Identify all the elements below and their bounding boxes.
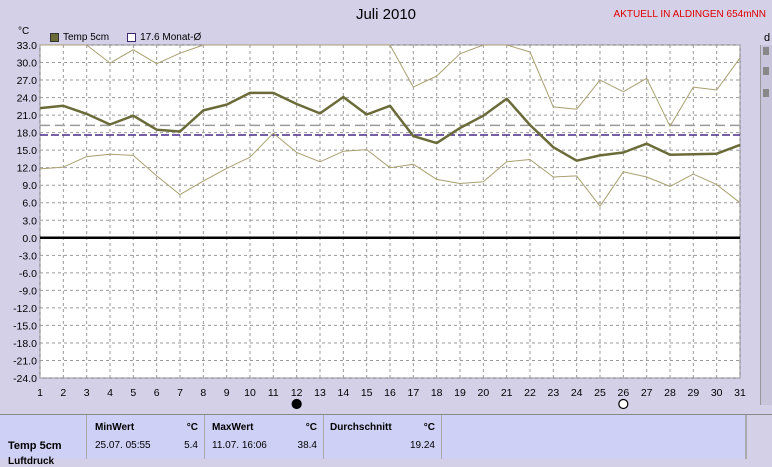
y-tick-label: -18.0 (13, 338, 37, 350)
x-tick-label: 3 (84, 387, 90, 399)
right-panel-tick (763, 67, 769, 75)
y-tick-label: 21.0 (17, 110, 38, 122)
x-tick-label: 9 (224, 387, 230, 399)
y-tick-label: 12.0 (17, 163, 38, 175)
x-tick-label: 20 (477, 387, 489, 399)
x-tick-label: 31 (734, 387, 746, 399)
y-tick-label: 0.0 (22, 233, 37, 245)
x-tick-label: 30 (711, 387, 723, 399)
y-tick-label: 30.0 (17, 58, 38, 70)
right-panel-tick (763, 47, 769, 55)
stats-max-head: MaxWert (212, 422, 254, 433)
stats-max-cell: MaxWert °C 11.07. 16:06 38.4 (205, 415, 324, 459)
x-tick-label: 18 (431, 387, 443, 399)
new-moon-icon (292, 400, 301, 409)
stats-avg-value: 19.24 (410, 440, 435, 451)
x-tick-label: 22 (524, 387, 536, 399)
x-tick-label: 10 (244, 387, 256, 399)
chart-canvas: 33.030.027.024.021.018.015.012.09.06.03.… (0, 0, 772, 412)
x-tick-label: 28 (664, 387, 676, 399)
x-tick-label: 14 (337, 387, 349, 399)
y-tick-label: 18.0 (17, 128, 38, 140)
x-tick-label: 21 (501, 387, 513, 399)
stats-min-time: 25.07. 05:55 (95, 440, 151, 451)
y-tick-label: -12.0 (13, 303, 37, 315)
x-tick-label: 15 (361, 387, 373, 399)
stats-row-label: Temp 5cm (8, 440, 62, 452)
y-tick-label: 24.0 (17, 93, 38, 105)
x-tick-label: 29 (687, 387, 699, 399)
y-tick-label: 6.0 (22, 198, 37, 210)
x-tick-label: 11 (268, 387, 279, 399)
stats-max-time: 11.07. 16:06 (212, 440, 267, 451)
y-tick-label: -3.0 (19, 250, 37, 262)
y-tick-label: -21.0 (13, 355, 37, 367)
stats-min-cell: MinWert °C 25.07. 05:55 5.4 (87, 415, 205, 459)
y-tick-label: -15.0 (13, 320, 37, 332)
x-tick-label: 12 (291, 387, 303, 399)
right-scroll-panel[interactable] (760, 45, 772, 405)
stats-row-label-cell: Temp 5cm Luftdruck (0, 415, 87, 459)
stats-panel: Temp 5cm Luftdruck MinWert °C 25.07. 05:… (0, 414, 772, 459)
x-tick-label: 5 (130, 387, 136, 399)
stats-scroll-area[interactable] (746, 415, 772, 459)
x-tick-label: 13 (314, 387, 326, 399)
x-tick-label: 1 (37, 387, 43, 399)
stats-min-head: MinWert (95, 422, 134, 433)
y-tick-label: 15.0 (17, 145, 38, 157)
stats-max-value: 38.4 (298, 440, 317, 451)
x-tick-label: 2 (60, 387, 66, 399)
y-tick-label: 3.0 (22, 215, 37, 227)
x-tick-label: 8 (200, 387, 206, 399)
x-tick-label: 23 (547, 387, 559, 399)
y-tick-label: 9.0 (22, 180, 37, 192)
x-tick-label: 16 (384, 387, 396, 399)
x-tick-label: 26 (617, 387, 629, 399)
x-tick-label: 17 (407, 387, 419, 399)
x-tick-label: 25 (594, 387, 606, 399)
full-moon-icon (619, 400, 628, 409)
x-tick-label: 4 (107, 387, 113, 399)
stats-avg-cell: Durchschnitt °C 19.24 (324, 415, 442, 459)
x-tick-label: 27 (641, 387, 653, 399)
y-tick-label: 27.0 (17, 75, 38, 87)
right-panel-tick (763, 89, 769, 97)
stats-min-unit: °C (187, 422, 198, 433)
stats-empty-cell (442, 415, 746, 459)
stats-min-value: 5.4 (184, 440, 198, 451)
x-tick-label: 7 (177, 387, 183, 399)
stats-max-unit: °C (306, 422, 317, 433)
stats-avg-head: Durchschnitt (330, 422, 392, 433)
x-tick-label: 19 (454, 387, 466, 399)
x-tick-label: 24 (571, 387, 583, 399)
stats-avg-unit: °C (424, 422, 435, 433)
y-tick-label: -6.0 (19, 268, 37, 280)
x-tick-label: 6 (154, 387, 160, 399)
y-tick-label: -24.0 (13, 373, 37, 385)
y-tick-label: 33.0 (17, 40, 38, 52)
y-tick-label: -9.0 (19, 285, 37, 297)
